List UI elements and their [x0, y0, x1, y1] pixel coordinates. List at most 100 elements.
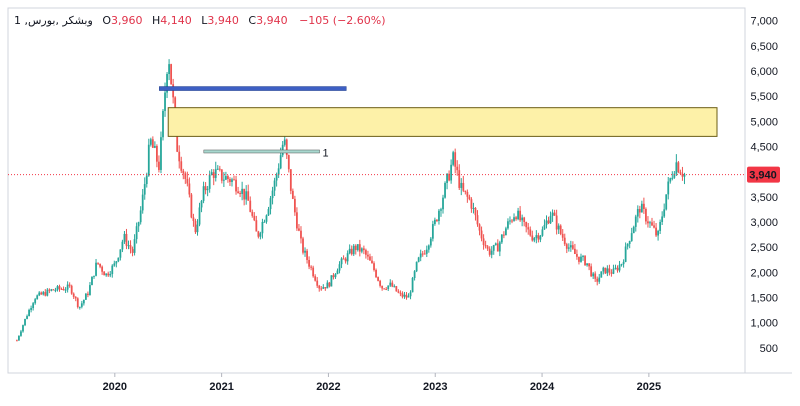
candle-body	[235, 179, 237, 192]
candle-body	[239, 193, 242, 195]
candle-body	[494, 243, 497, 246]
candle-body	[354, 245, 357, 251]
candle-body	[431, 224, 434, 239]
candle-body	[667, 181, 670, 195]
candle-body	[54, 290, 57, 292]
candle-body	[22, 325, 24, 332]
candle-body	[547, 220, 550, 224]
line-label: 1	[323, 147, 329, 159]
candle-body	[681, 173, 684, 177]
candle-body	[178, 151, 181, 162]
candle-body	[517, 210, 519, 220]
candle-body	[97, 262, 99, 264]
y-tick-label: 3,000	[750, 217, 778, 229]
candle-body	[683, 174, 686, 177]
candle-body	[468, 196, 471, 200]
drawings[interactable]: 1	[159, 86, 718, 160]
y-tick-label: 5,500	[750, 91, 778, 103]
candle-body	[543, 224, 546, 230]
candle-body	[513, 217, 515, 221]
candle-body	[521, 217, 524, 221]
symbol-label: 1 ,وبشکر ,بورس	[14, 14, 93, 27]
candle-body	[93, 275, 95, 277]
candle-body	[166, 74, 168, 93]
candle-body	[95, 262, 97, 276]
candle-body	[620, 264, 623, 266]
candle-body	[285, 139, 288, 156]
candle-body	[151, 139, 154, 148]
candle-body	[291, 190, 294, 199]
candle-body	[360, 248, 363, 252]
candle-body	[342, 258, 345, 260]
candle-body	[277, 168, 280, 175]
candle-body	[604, 267, 607, 274]
candle-body	[561, 233, 564, 238]
candle-body	[569, 245, 572, 248]
candle-body	[630, 233, 633, 242]
candle-body	[170, 64, 173, 85]
candle-body	[377, 277, 379, 281]
candle-body	[476, 215, 479, 225]
candle-body	[56, 286, 59, 291]
candle-body	[308, 259, 310, 267]
candle-body	[369, 256, 371, 261]
teal-horizontal-line[interactable]	[203, 149, 320, 154]
yellow-zone-rectangle[interactable]	[167, 107, 718, 137]
candle-body	[498, 242, 501, 252]
candle-body	[64, 289, 67, 291]
candle-body	[505, 228, 507, 236]
candle-body	[450, 164, 453, 181]
candle-body	[600, 271, 603, 278]
candle-body	[659, 221, 662, 231]
candle-body	[267, 209, 270, 216]
candle-body	[107, 273, 110, 276]
candle-body	[537, 235, 540, 240]
candle-body	[145, 175, 148, 185]
candle-body	[344, 258, 347, 262]
candle-body	[590, 266, 593, 277]
candle-body	[231, 179, 233, 182]
candle-body	[298, 228, 300, 231]
candle-body	[180, 161, 183, 171]
candle-body	[293, 198, 296, 213]
candle-body	[423, 253, 426, 255]
candle-body	[419, 253, 422, 258]
candle-body	[247, 191, 250, 201]
candle-body	[580, 256, 582, 262]
candle-body	[551, 212, 554, 216]
candle-body	[306, 250, 308, 260]
candle-body	[255, 220, 258, 232]
candle-body	[269, 198, 272, 210]
candle-body	[470, 199, 473, 209]
candle-body	[509, 220, 511, 222]
candle-body	[78, 306, 81, 308]
blue-horizontal-line[interactable]	[159, 86, 347, 91]
candle-body	[397, 291, 400, 293]
candle-body	[387, 285, 390, 289]
candle-body	[237, 191, 239, 194]
candle-body	[44, 292, 47, 296]
candle-body	[474, 207, 477, 216]
candle-body	[373, 263, 375, 270]
candle-body	[153, 145, 156, 148]
candle-body	[640, 203, 643, 213]
candle-body	[610, 272, 613, 274]
candle-body	[40, 292, 43, 295]
candle-body	[66, 284, 69, 290]
candle-body	[218, 168, 221, 170]
candle-body	[413, 271, 416, 278]
candle-body	[273, 180, 276, 191]
y-tick-label: 4,500	[750, 141, 778, 153]
candle-body	[638, 209, 641, 213]
candle-body	[76, 298, 79, 308]
candle-body	[460, 182, 463, 188]
candle-body	[34, 299, 37, 304]
candle-body	[42, 292, 45, 295]
candle-body	[464, 190, 467, 192]
candle-body	[480, 230, 483, 239]
candle-body	[89, 285, 91, 295]
candle-body	[596, 278, 599, 282]
candle-body	[381, 285, 384, 289]
candle-body	[52, 289, 55, 291]
